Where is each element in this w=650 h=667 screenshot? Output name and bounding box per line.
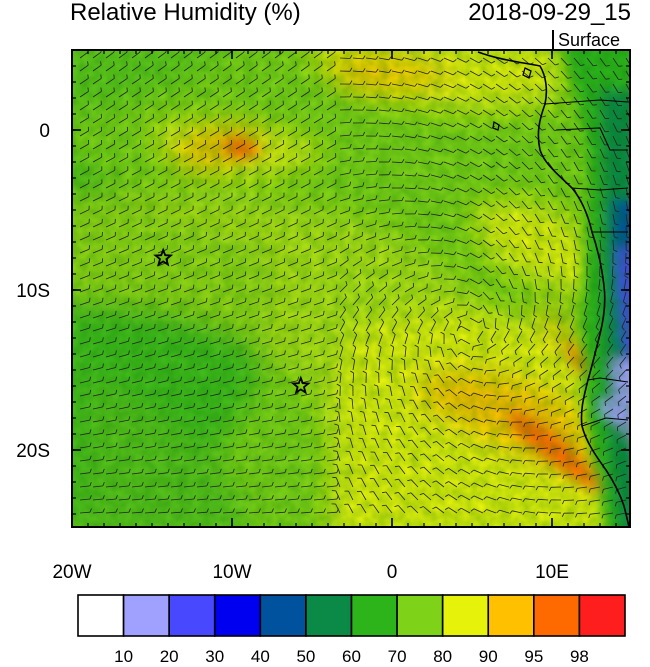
map-frame [71,49,631,528]
x-axis: 20W 10W 0 10E [52,50,569,583]
star-marker-icon [153,247,174,267]
x-tick-label: 10E [535,562,569,583]
colorbar-swatch [441,594,490,637]
vertical-level-label: Surface [552,30,620,50]
colorbar-swatch [350,594,398,637]
colorbar-swatch [396,594,444,637]
colorbar-level-label: 98 [569,647,589,666]
colorbar-level-label: 80 [433,647,453,666]
x-tick-label: 20W [52,562,91,583]
colorbar-swatch [122,594,170,637]
colorbar-swatch [578,594,626,637]
colorbar-level-label: 50 [296,647,316,666]
map-title: Relative Humidity (%) [70,0,301,26]
colorbar [77,594,626,637]
colorbar-swatch [213,594,262,637]
colorbar-swatch [168,594,216,637]
wind-barbs [79,50,630,519]
colorbar-swatch [487,594,535,637]
colorbar-level-label: 70 [387,647,407,666]
colorbar-swatch [77,594,125,637]
colorbar-level-label: 30 [205,647,225,666]
y-axis: 0 10S 20S [16,121,630,462]
sao-tome-island [492,120,500,131]
y-tick-label: 0 [39,121,50,142]
colorbar-swatch [305,594,353,637]
y-tick-label: 10S [16,281,50,302]
colorbar-level-label: 10 [114,647,134,666]
map-datetime: 2018-09-29_15 [468,0,631,26]
colorbar-level-label: 60 [342,647,361,666]
y-tick-label: 20S [16,441,50,462]
station-markers [153,247,311,395]
colorbar-level-label: 40 [250,647,270,666]
colorbar-level-label: 95 [524,647,544,666]
country-borders [544,99,629,427]
bioko-island [522,67,532,79]
x-tick-label: 10W [212,562,251,583]
star-marker-icon [290,375,311,395]
colorbar-swatch [259,594,307,637]
x-tick-label: 0 [387,562,398,583]
colorbar-level-label: 90 [478,647,498,666]
colorbar-swatch [533,594,581,637]
colorbar-level-label: 20 [159,647,179,666]
humidity-field [72,50,630,527]
